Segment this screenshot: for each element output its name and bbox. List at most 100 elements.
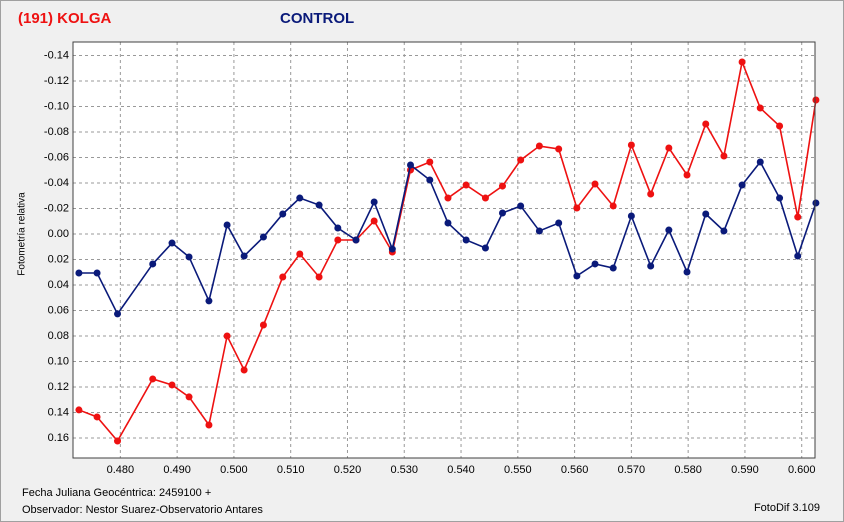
data-point xyxy=(205,297,213,305)
data-point xyxy=(223,221,231,229)
x-tick-label: 0.520 xyxy=(334,464,362,476)
data-point xyxy=(573,272,581,280)
data-point xyxy=(794,213,802,221)
data-point xyxy=(498,182,506,190)
data-point xyxy=(279,210,287,218)
y-axis-title: Fotometría relativa xyxy=(17,192,28,276)
data-point xyxy=(114,310,122,318)
data-point xyxy=(647,262,655,270)
data-point xyxy=(738,58,746,66)
data-point xyxy=(114,437,122,445)
data-point xyxy=(627,141,635,149)
data-point xyxy=(573,204,581,212)
data-point xyxy=(720,227,728,235)
data-point xyxy=(776,122,784,130)
data-point xyxy=(168,239,176,247)
y-tick-label: 0.02 xyxy=(48,253,69,265)
data-point xyxy=(240,252,248,260)
data-point xyxy=(812,199,820,207)
data-point xyxy=(388,245,396,253)
data-point xyxy=(149,375,157,383)
x-tick-label: 0.590 xyxy=(731,464,759,476)
y-tick-label: -0.04 xyxy=(44,177,69,189)
data-point xyxy=(702,210,710,218)
plot-border xyxy=(72,41,816,459)
data-point xyxy=(794,252,802,260)
y-tick-label: 0.08 xyxy=(48,330,69,342)
data-point xyxy=(406,161,414,169)
data-point xyxy=(352,236,360,244)
data-point xyxy=(609,264,617,272)
data-point xyxy=(426,158,434,166)
data-point xyxy=(334,236,342,244)
y-tick-label: 0.12 xyxy=(48,381,69,393)
y-tick-label: -0.08 xyxy=(44,126,69,138)
data-point xyxy=(205,421,213,429)
data-point xyxy=(517,202,525,210)
data-point xyxy=(481,194,489,202)
data-point xyxy=(535,227,543,235)
legend-label: CONTROL xyxy=(280,10,354,27)
legend-label: (191) KOLGA xyxy=(18,10,112,27)
footer-date: Fecha Juliana Geocéntrica: 2459100 + xyxy=(22,487,211,499)
plot xyxy=(73,42,820,458)
x-tick-label: 0.480 xyxy=(107,464,135,476)
data-point xyxy=(93,413,101,421)
y-tick-label: -0.10 xyxy=(44,100,69,112)
data-point xyxy=(315,273,323,281)
data-point xyxy=(517,156,525,164)
y-tick-label: 0.06 xyxy=(48,304,69,316)
x-tick-label: 0.550 xyxy=(504,464,532,476)
data-point xyxy=(535,142,543,150)
data-point xyxy=(185,253,193,261)
data-point xyxy=(498,209,506,217)
data-point xyxy=(591,180,599,188)
data-point xyxy=(296,194,304,202)
y-tick-label: -0.06 xyxy=(44,151,69,163)
x-tick-label: 0.560 xyxy=(561,464,589,476)
y-tick-label: 0.14 xyxy=(48,406,69,418)
data-point xyxy=(738,181,746,189)
data-point xyxy=(93,269,101,277)
data-point xyxy=(756,104,764,112)
data-point xyxy=(444,219,452,227)
data-point xyxy=(683,268,691,276)
data-point xyxy=(627,212,635,220)
data-point xyxy=(75,269,83,277)
data-point xyxy=(462,236,470,244)
data-point xyxy=(665,226,673,234)
data-point xyxy=(296,250,304,258)
data-point xyxy=(756,158,764,166)
data-point xyxy=(223,332,231,340)
data-point xyxy=(683,171,691,179)
x-tick-label: 0.500 xyxy=(220,464,248,476)
x-tick-label: 0.600 xyxy=(788,464,816,476)
footer-observer: Observador: Nestor Suarez-Observatorio A… xyxy=(22,504,263,516)
data-point xyxy=(812,96,820,104)
data-point xyxy=(149,260,157,268)
data-point xyxy=(370,198,378,206)
data-point xyxy=(168,381,176,389)
data-point xyxy=(259,233,267,241)
y-tick-label: 0.04 xyxy=(48,279,69,291)
data-point xyxy=(426,176,434,184)
data-point xyxy=(259,321,267,329)
data-point xyxy=(279,273,287,281)
data-point xyxy=(315,201,323,209)
series-line xyxy=(78,160,817,316)
x-tick-label: 0.580 xyxy=(674,464,702,476)
y-tick-label: 0.16 xyxy=(48,432,69,444)
series-line xyxy=(78,59,817,443)
x-tick-label: 0.570 xyxy=(618,464,646,476)
data-point xyxy=(702,120,710,128)
data-point xyxy=(720,152,728,160)
data-point xyxy=(591,260,599,268)
plot-area xyxy=(73,42,815,458)
data-point xyxy=(444,194,452,202)
data-point xyxy=(555,145,563,153)
data-point xyxy=(462,181,470,189)
y-tick-label: -0.12 xyxy=(44,75,69,87)
data-point xyxy=(334,224,342,232)
x-tick-label: 0.530 xyxy=(390,464,418,476)
